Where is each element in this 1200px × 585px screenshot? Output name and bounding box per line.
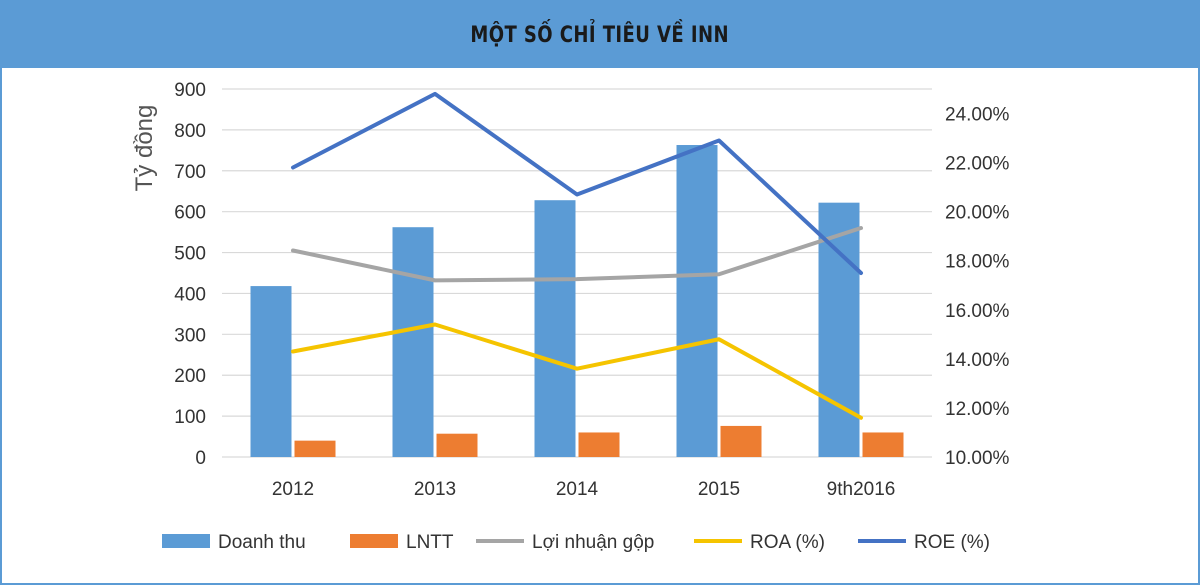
legend-label-roa-: ROA (%) — [750, 532, 825, 553]
y-tick-label: 500 — [174, 244, 206, 265]
y2-tick-label: 18.00% — [945, 252, 1010, 273]
line-series-roa- — [291, 322, 863, 420]
bar-lntt — [862, 432, 904, 457]
bar-lntt — [578, 432, 620, 457]
bar-lntt — [436, 433, 478, 457]
legend-label-l-i-nhu-n-g-p: Lợi nhuận gộp — [532, 532, 654, 553]
y-tick-label: 400 — [174, 284, 206, 305]
x-tick-label: 2013 — [414, 479, 456, 500]
bar-doanh-thu — [250, 286, 292, 457]
y2-tick-label: 10.00% — [945, 448, 1010, 469]
legend-label-lntt: LNTT — [406, 532, 454, 553]
y2-tick-label: 22.00% — [945, 154, 1010, 175]
x-tick-label: 2012 — [272, 479, 314, 500]
chart-title: MỘT SỐ CHỈ TIÊU VỀ INN — [470, 22, 730, 48]
y2-tick-label: 16.00% — [945, 301, 1010, 322]
chart-header: MỘT SỐ CHỈ TIÊU VỀ INN — [2, 2, 1198, 68]
y-tick-label: 300 — [174, 325, 206, 346]
bar-doanh-thu — [392, 227, 434, 457]
y-tick-label: 200 — [174, 366, 206, 387]
y-axis-label: Tỷ đồng — [131, 105, 158, 192]
bar-lntt — [720, 425, 762, 457]
legend-swatch-lntt — [350, 534, 398, 548]
x-tick-label: 9th2016 — [827, 479, 896, 500]
y2-tick-label: 24.00% — [945, 105, 1010, 126]
x-tick-label: 2014 — [556, 479, 599, 500]
bar-lntt — [294, 440, 336, 457]
y2-tick-label: 20.00% — [945, 203, 1010, 224]
line-series-roe- — [291, 91, 863, 275]
legend-swatch-doanh-thu — [162, 534, 210, 548]
legend-label-roe-: ROE (%) — [914, 532, 990, 553]
bar-doanh-thu — [534, 200, 576, 457]
y-tick-label: 600 — [174, 203, 206, 224]
x-tick-label: 2015 — [698, 479, 740, 500]
y-tick-label: 700 — [174, 162, 206, 183]
legend-label-doanh-thu: Doanh thu — [218, 532, 306, 553]
y2-tick-label: 12.00% — [945, 399, 1010, 420]
y-tick-label: 100 — [174, 407, 206, 428]
line-series-l-i-nhu-n-g-p — [291, 226, 863, 283]
y-tick-label: 900 — [174, 80, 206, 101]
y-tick-label: 800 — [174, 121, 206, 142]
y2-tick-label: 14.00% — [945, 350, 1010, 371]
bar-doanh-thu — [676, 145, 718, 458]
y-tick-label: 0 — [195, 448, 206, 469]
